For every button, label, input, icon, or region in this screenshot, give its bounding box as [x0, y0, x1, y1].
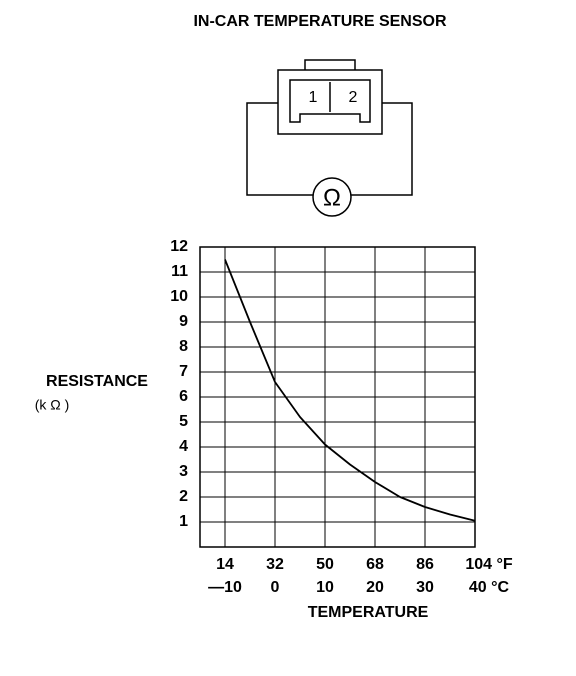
y-tick-label: 1 [179, 513, 188, 530]
x2-tick-label: 86 [416, 556, 434, 573]
y-tick-label: 9 [179, 313, 188, 330]
x2-tick-label: 32 [266, 556, 284, 573]
y-tick-label: 10 [170, 288, 188, 305]
pin-label: 1 [309, 89, 318, 106]
y-tick-label: 3 [179, 463, 188, 480]
x-axis-label: TEMPERATURE [308, 604, 429, 621]
y-tick-label: 6 [179, 388, 188, 405]
x2-tick-label: 50 [316, 556, 334, 573]
x-tick-label: 20 [366, 579, 384, 596]
x-tick-label: 30 [416, 579, 434, 596]
chart-title: IN-CAR TEMPERATURE SENSOR [193, 13, 446, 30]
y-tick-label: 7 [179, 363, 188, 380]
data-line [224, 259, 476, 522]
x-tick-label: 0 [271, 579, 280, 596]
y-tick-label: 5 [179, 413, 188, 430]
x-tick-label: 40 °C [469, 579, 510, 596]
x2-tick-label: 104 °F [465, 556, 513, 573]
y-tick-label: 8 [179, 338, 188, 355]
pin-label: 2 [349, 89, 358, 106]
meter-symbol: Ω [323, 184, 341, 211]
x2-tick-label: 68 [366, 556, 384, 573]
x-tick-label: —10 [208, 579, 242, 596]
y-axis-label: RESISTANCE [46, 373, 148, 390]
y-axis-unit: (k Ω ) [35, 397, 70, 413]
x2-tick-label: 14 [216, 556, 234, 573]
y-tick-label: 11 [171, 263, 188, 280]
y-tick-label: 4 [179, 438, 188, 455]
x-tick-label: 10 [316, 579, 334, 596]
y-tick-label: 12 [170, 238, 188, 255]
y-tick-label: 2 [179, 488, 188, 505]
sensor-diagram [246, 59, 413, 217]
